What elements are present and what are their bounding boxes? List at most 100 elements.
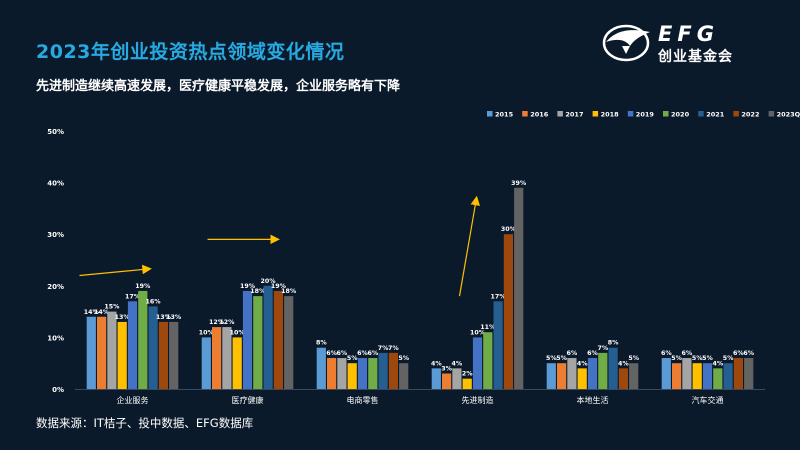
legend-label: 2019 [636,111,655,119]
eagle-icon [602,24,650,62]
data-label: 18% [281,288,297,295]
bar [472,337,483,389]
bar [598,352,608,389]
legend-label: 2023Q3 [777,111,800,119]
bar [284,296,294,389]
data-label: 6% [733,350,744,357]
data-label: 11% [480,324,496,331]
data-label: 5% [702,355,713,362]
data-label: 19% [135,283,151,290]
data-label: 4% [577,360,588,367]
bar [327,358,337,389]
bar [242,290,253,389]
bar [158,321,168,389]
bar [608,347,618,389]
data-label: 5% [546,355,557,362]
legend-swatch [592,111,599,117]
legend-swatch [698,111,704,117]
y-tick-label: 50% [47,128,64,136]
data-label: 6% [587,350,598,357]
bar [546,363,556,389]
data-label: 5% [671,355,682,362]
bar [503,234,513,389]
data-label: 6% [326,350,337,357]
data-label: 14% [94,309,110,316]
data-label: 6% [357,350,368,357]
bar [201,337,211,389]
category-label: 企业服务 [117,395,149,405]
data-label: 5% [347,355,358,362]
legend-swatch [557,111,563,117]
data-label: 4% [618,360,629,367]
bar [316,347,326,389]
data-label: 8% [316,340,327,347]
data-label: 15% [104,304,120,311]
data-label: 16% [146,298,162,305]
bar [273,290,283,389]
data-label: 10% [470,329,486,336]
legend-swatch [733,111,739,117]
bar [138,290,148,389]
category-label: 医疗健康 [232,395,264,405]
legend-swatch [663,111,669,117]
logo-mark: EFG [658,22,719,46]
bar [357,358,368,389]
category-label: 电商零售 [347,395,379,405]
legend-label: 2015 [495,111,514,119]
legend-swatch [627,111,634,117]
bar [169,321,179,389]
bar [723,363,733,389]
data-label: 17% [491,293,507,300]
data-label: 30% [501,226,517,233]
data-source-note: 数据来源：IT桔子、投中数据、EFG数据库 [36,416,254,430]
legend-label: 2017 [565,111,583,119]
data-label: 19% [240,283,256,290]
logo-name: 创业基金会 [658,49,733,65]
legend-label: 2021 [706,111,725,119]
bar [127,301,138,389]
data-label: 4% [431,360,442,367]
data-label: 14% [84,309,100,316]
bar [462,378,472,389]
bar [672,363,682,389]
bar [442,373,452,389]
bar [493,301,503,389]
data-label: 6% [337,350,348,357]
bar [212,327,222,389]
y-tick-label: 30% [47,231,64,239]
bar [378,352,388,389]
bar [388,352,398,389]
bar [337,358,347,389]
bar [702,363,713,389]
legend-label: 2020 [671,111,690,119]
data-label: 13% [156,314,172,321]
legend-label: 2022 [741,111,759,119]
data-label: 8% [608,340,619,347]
bar [263,285,273,389]
bar [232,337,242,389]
data-label: 5% [556,355,567,362]
data-label: 12% [209,319,225,326]
bar [629,363,639,389]
data-label: 12% [219,319,235,326]
data-label: 4% [712,360,723,367]
bar [514,187,524,389]
y-tick-label: 40% [47,180,64,188]
y-tick-label: 20% [47,283,64,291]
data-label: 6% [682,350,693,357]
data-label: 18% [250,288,266,295]
bar [577,368,587,389]
bar [618,368,628,389]
data-label: 19% [271,283,287,290]
legend-swatch [768,111,775,117]
data-label: 5% [628,355,639,362]
data-label: 13% [115,314,131,321]
page-title: 2023年创业投资热点领域变化情况 [36,41,345,63]
efg-logo: EFG 创业基金会 [600,20,780,70]
bar [368,358,378,389]
data-label: 17% [125,293,141,300]
bar [483,332,493,389]
data-label: 5% [723,355,734,362]
bar [587,358,598,389]
bar [86,316,96,389]
